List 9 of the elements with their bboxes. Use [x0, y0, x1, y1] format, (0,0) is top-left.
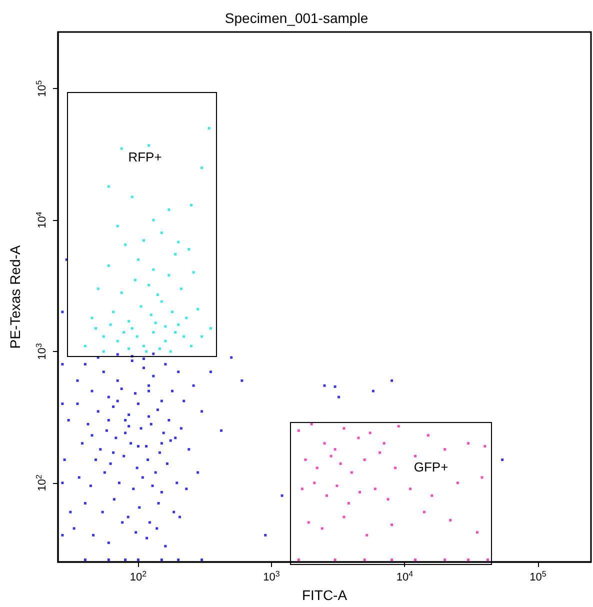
y-axis-title: PE-Texas Red-A [7, 244, 23, 349]
y-tick-label: 105 [34, 80, 48, 98]
y-tick-label: 104 [34, 211, 48, 228]
annotation: GFP+ [414, 460, 448, 474]
chart-title: Specimen_001-sample [224, 10, 368, 26]
annotation: RFP+ [128, 150, 162, 164]
x-axis-title: FITC-A [302, 587, 348, 603]
y-tick-label: 102 [34, 474, 48, 492]
y-tick-label: 103 [34, 342, 48, 360]
